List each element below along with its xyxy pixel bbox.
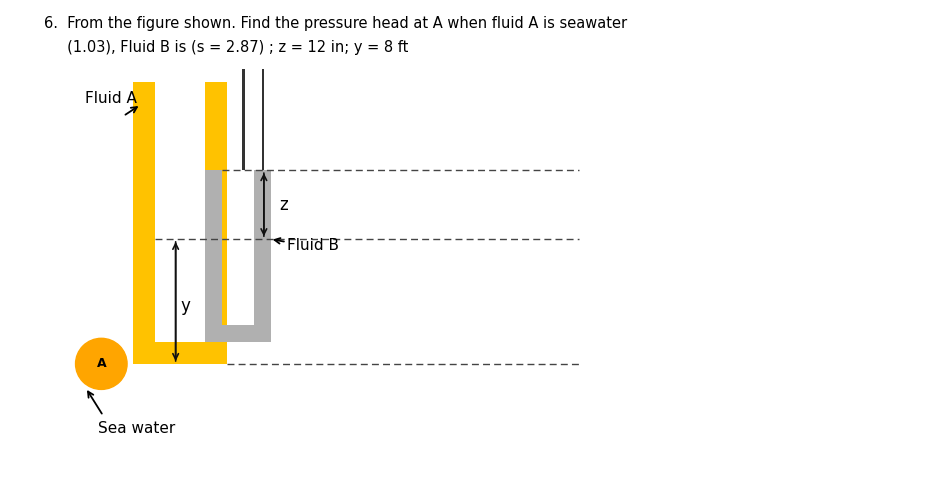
Bar [133, 82, 155, 364]
Bar [205, 170, 222, 342]
Text: (1.03), Fluid B is (s = 2.87) ; z = 12 in; y = 8 ft: (1.03), Fluid B is (s = 2.87) ; z = 12 i… [44, 40, 408, 55]
Text: Fluid B: Fluid B [287, 239, 338, 254]
Bar [205, 82, 227, 364]
Text: y: y [180, 297, 191, 316]
Text: Fluid A: Fluid A [86, 91, 138, 106]
Bar [242, 69, 244, 170]
Text: z: z [279, 196, 289, 213]
Text: Sea water: Sea water [99, 421, 176, 436]
Bar [254, 170, 271, 342]
Bar [205, 325, 271, 342]
Circle shape [76, 338, 127, 390]
Bar [262, 69, 264, 170]
Text: 6.  From the figure shown. Find the pressure head at A when fluid A is seawater: 6. From the figure shown. Find the press… [44, 16, 627, 31]
Text: A: A [97, 357, 106, 370]
Bar [133, 342, 227, 364]
